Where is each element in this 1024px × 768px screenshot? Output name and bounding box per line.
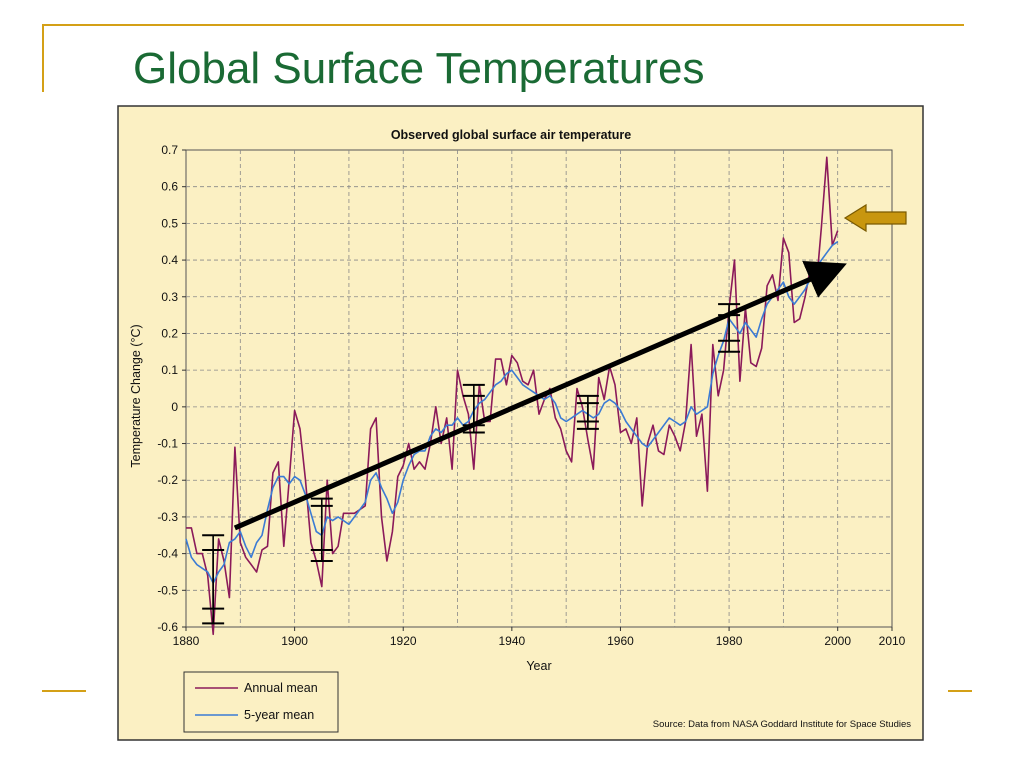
bottom-right-accent [948,690,972,692]
x-tick-label: 1900 [281,634,308,648]
x-tick-label: 1880 [173,634,200,648]
y-tick-label: -0.6 [157,620,178,634]
x-tick-label: 1940 [498,634,525,648]
legend-box [183,671,339,733]
y-tick-label: 0.4 [161,253,178,267]
bottom-left-accent [42,690,86,692]
y-tick-label: -0.1 [157,437,178,451]
left-accent-line [42,24,44,92]
y-tick-label: 0.6 [161,180,178,194]
y-tick-label: 0.7 [161,143,178,157]
x-tick-label: 1960 [607,634,634,648]
top-accent-line [42,24,964,26]
y-tick-label: 0.3 [161,290,178,304]
x-axis-label: Year [526,659,551,673]
y-tick-label: -0.5 [157,583,178,597]
y-tick-label: 0.5 [161,216,178,230]
plot-frame [185,149,893,628]
chart-panel [117,105,924,741]
chart-error-bars [202,303,741,625]
y-tick-label: 0 [171,400,178,414]
y-tick-label: -0.3 [157,510,178,524]
legend-label-5-year-mean: 5-year mean [244,708,314,722]
y-tick-label: 0.2 [161,326,178,340]
x-tick-label: 1920 [390,634,417,648]
y-tick-label: 0.1 [161,363,178,377]
y-tick-label: -0.2 [157,473,178,487]
x-tick-label: 2000 [824,634,851,648]
x-tick-label: 2010 [879,634,906,648]
y-tick-label: -0.4 [157,547,178,561]
x-tick-label: 1980 [716,634,743,648]
highlight-arrow-icon [843,203,907,233]
chart-grid [185,149,893,628]
source-note: Source: Data from NASA Goddard Institute… [653,719,911,730]
chart-title: Observed global surface air temperature [391,128,631,142]
chart-legend: Annual mean 5-year mean [183,671,339,733]
y-axis-label: Temperature Change (°C) [129,324,143,467]
slide-title: Global Surface Temperatures [133,44,705,93]
legend-label-annual-mean: Annual mean [244,681,318,695]
chart-trend [233,260,847,531]
chart-ticks: 1880 1900 1920 1940 1960 1980 2000 2010 0.7 0.6 0.… [157,143,905,648]
trend-arrow [233,260,847,531]
